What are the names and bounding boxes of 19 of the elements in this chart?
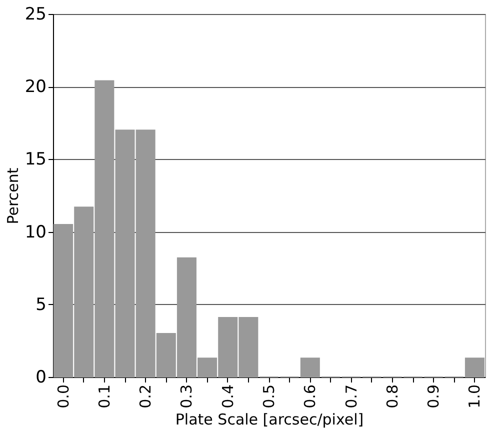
x-tick-label: 1.0 [466, 384, 484, 408]
x-tick-label: 0.9 [424, 384, 443, 408]
y-axis-title: Percent [4, 168, 22, 224]
x-tick-label: 0.2 [136, 384, 155, 408]
x-tick-label: 0.7 [342, 384, 360, 408]
y-tick-label: 20 [24, 77, 46, 98]
x-tick-label: 0.3 [178, 384, 196, 408]
y-tick-label: 0 [36, 368, 46, 388]
x-tick-label: 0.0 [54, 384, 72, 408]
x-axis-title: Plate Scale [arcsec/pixel] [175, 410, 364, 428]
y-tick-label: 10 [24, 222, 46, 242]
y-tick-label: 15 [24, 150, 46, 170]
y-tick-label: 25 [24, 4, 46, 24]
y-tick-label: 5 [36, 294, 46, 315]
x-tick-label: 0.4 [218, 384, 237, 408]
x-tick-label: 0.6 [301, 384, 320, 408]
x-tick-label: 0.5 [260, 384, 278, 408]
x-tick-label: 0.8 [383, 384, 402, 408]
x-tick-label: 0.1 [95, 384, 114, 408]
